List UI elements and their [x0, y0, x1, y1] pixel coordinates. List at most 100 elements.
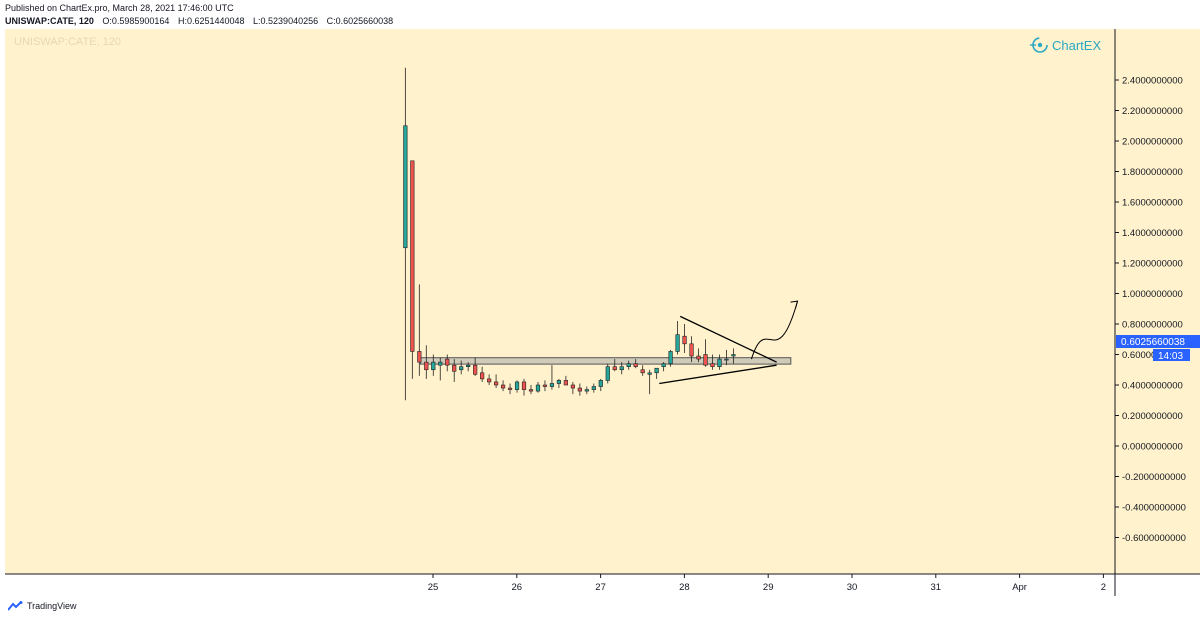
candle-down [528, 389, 534, 392]
tradingview-logo-icon [8, 601, 23, 611]
candle-up [731, 354, 736, 357]
y-tick-label: 2.4000000000 [1122, 76, 1183, 87]
support-zone [419, 357, 792, 365]
candle-down [563, 380, 568, 386]
candle-down [689, 343, 694, 357]
x-tick-label: 29 [763, 582, 774, 593]
y-tick-label: 0.2000000000 [1122, 411, 1183, 422]
chartex-logo: ChartEX [1030, 37, 1101, 53]
plot-background [5, 29, 1115, 574]
candle-up [647, 372, 652, 375]
candle-up [668, 351, 673, 364]
candle-up [675, 334, 680, 352]
candle-up [605, 366, 610, 381]
x-tick-label: 31 [931, 582, 942, 593]
price-label: 0.6025660038 14:03 [1116, 335, 1200, 362]
candle-down [570, 384, 575, 389]
candle-up [535, 384, 541, 392]
candle-down [473, 364, 478, 375]
candle-up [619, 366, 624, 371]
x-tick-label: 28 [679, 582, 690, 593]
last-price-value: 0.6025660038 [1121, 337, 1185, 348]
candle-down [521, 381, 527, 390]
support-zone-rect [419, 357, 792, 365]
watermark: UNISWAP:CATE, 120 [14, 36, 121, 48]
candle-up [591, 386, 596, 390]
ohlc-header: UNISWAP:CATE, 120 O:0.5985900164 H:0.625… [5, 16, 393, 26]
candle-down [445, 358, 450, 366]
candle-down [640, 369, 645, 374]
candle-down [487, 378, 492, 383]
bar-countdown: 14:03 [1158, 351, 1183, 362]
y-tick-label: -0.2000000000 [1122, 472, 1186, 483]
x-tick-label: Apr [1012, 582, 1027, 593]
axis-background [1115, 29, 1200, 574]
tradingview-footer[interactable]: TradingView [8, 601, 77, 611]
trend-drawings [659, 300, 799, 385]
triangle-lower-line [659, 364, 777, 385]
y-tick-label: 1.8000000000 [1122, 167, 1183, 178]
chartex-logo-icon [1030, 37, 1048, 53]
y-tick-label: 1.4000000000 [1122, 228, 1183, 239]
y-tick-label: 0.4000000000 [1122, 381, 1183, 392]
candle-up [438, 361, 443, 366]
candle-down [424, 361, 429, 371]
candle-up [459, 366, 464, 371]
candle-up [584, 389, 589, 392]
candle-down [507, 387, 513, 390]
candle-down [682, 335, 687, 345]
candle-up [403, 125, 408, 249]
x-tick-label: 2 [1101, 582, 1106, 593]
x-tick-label: 30 [847, 582, 858, 593]
y-tick-label: 1.0000000000 [1122, 289, 1183, 300]
candle-down [493, 381, 499, 386]
y-tick-label: -0.6000000000 [1122, 533, 1186, 544]
close-value: C:0.6025660038 [326, 16, 394, 26]
candle-up [514, 381, 520, 390]
candle-down [542, 384, 548, 387]
candle-down [633, 363, 638, 367]
forecast-arrow-head [790, 300, 799, 309]
candle-down [696, 355, 701, 360]
candle-up [466, 364, 471, 367]
x-tick-label: 26 [512, 582, 523, 593]
candle-down [410, 160, 415, 352]
low-value: L:0.5239040256 [253, 16, 319, 26]
candle-up [598, 380, 603, 387]
candles [403, 67, 736, 401]
candle-down [612, 366, 617, 371]
y-tick-label: 0.6000000000 [1122, 350, 1183, 361]
x-axis-ticks: 25 26 27 28 29 30 31 Apr 2 [428, 574, 1106, 593]
candle-up [724, 358, 729, 361]
candle-up [661, 363, 666, 367]
y-tick-label: 2.0000000000 [1122, 137, 1183, 148]
tradingview-label: TradingView [27, 601, 77, 611]
candle-down [710, 363, 715, 367]
candle-down [452, 364, 457, 372]
chartex-logo-text: ChartEX [1052, 38, 1101, 53]
y-tick-label: 0.0000000000 [1122, 442, 1183, 453]
candle-down [500, 384, 506, 389]
high-value: H:0.6251440048 [177, 16, 245, 26]
y-tick-label: 1.6000000000 [1122, 198, 1183, 209]
open-value: O:0.5985900164 [102, 16, 170, 26]
candle-up [654, 367, 659, 374]
candle-up [556, 380, 562, 384]
x-tick-label: 27 [595, 582, 606, 593]
y-axis-ticks: 2.4000000000 2.2000000000 2.0000000000 1.80… [1115, 76, 1186, 544]
candle-down [417, 351, 422, 363]
symbol-label: UNISWAP:CATE, 120 [5, 16, 94, 26]
candle-up [626, 363, 631, 367]
y-tick-label: -0.4000000000 [1122, 503, 1186, 514]
y-tick-label: 0.8000000000 [1122, 320, 1183, 331]
candle-down [703, 354, 708, 366]
candle-down [577, 387, 582, 392]
candle-up [549, 383, 555, 387]
y-tick-label: 1.2000000000 [1122, 259, 1183, 270]
triangle-upper-line [679, 315, 777, 363]
published-info: Published on ChartEx.pro, March 28, 2021… [5, 3, 234, 13]
x-tick-label: 25 [428, 582, 439, 593]
candle-up [717, 358, 722, 368]
candle-down [480, 372, 485, 380]
